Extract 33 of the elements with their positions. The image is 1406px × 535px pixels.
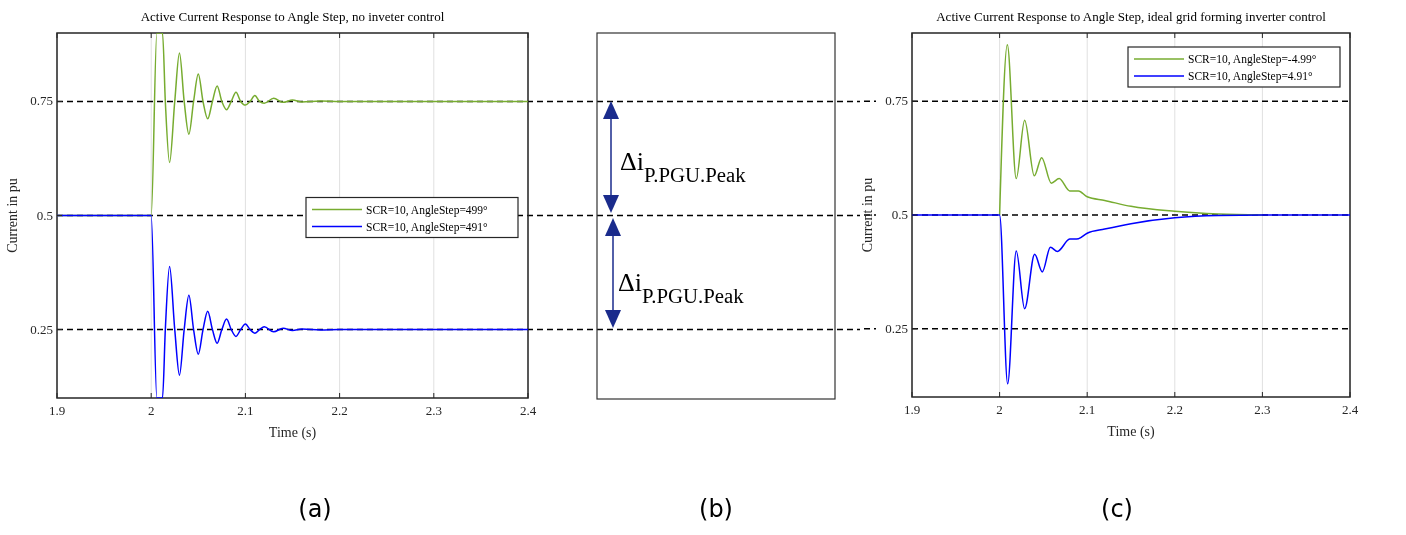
y-axis-title: Current in pu bbox=[5, 178, 20, 253]
x-tick-label: 1.9 bbox=[48, 403, 66, 418]
text: Δi$_{P.PGU.Peak}$ bbox=[618, 268, 745, 307]
y-tick-label: 0.75 bbox=[30, 93, 53, 109]
legend-label: SCR=10, AngleStep=-4.99° bbox=[1188, 53, 1317, 66]
x-tick-label: 2.4 bbox=[519, 403, 537, 418]
x-tick-label: 1.9 bbox=[903, 402, 921, 417]
x-tick-label: 2.2 bbox=[1166, 402, 1183, 417]
y-tick-label: 0.75 bbox=[885, 93, 908, 109]
x-tick-label: 2.3 bbox=[1254, 402, 1271, 417]
legend-label: SCR=10, AngleStep=491° bbox=[366, 220, 489, 234]
x-axis-title: Time (s) bbox=[268, 425, 317, 441]
legend-label: SCR=10, AngleStep=4.91° bbox=[1188, 70, 1313, 83]
chart-title: Active Current Response to Angle Step, ideal grid forming inverter control bbox=[936, 9, 1327, 24]
x-tick-label: 2.3 bbox=[425, 403, 442, 418]
y-axis-title: Current in pu bbox=[860, 177, 875, 253]
x-tick-label: 2.1 bbox=[237, 403, 254, 418]
text: Δi$_{P.PGU.Peak}$ bbox=[620, 147, 747, 186]
x-tick-label: 2.4 bbox=[1341, 402, 1359, 417]
text: (b) bbox=[699, 495, 733, 523]
y-tick-label: 0.25 bbox=[30, 321, 53, 337]
text: (c) bbox=[1101, 495, 1133, 523]
x-axis-title: Time (s) bbox=[1107, 424, 1155, 440]
y-tick-label: 0.25 bbox=[885, 320, 908, 336]
y-tick-label: 0.5 bbox=[36, 207, 53, 223]
y-tick-label: 0.5 bbox=[891, 207, 908, 222]
chart-title: Active Current Response to Angle Step, no inveter control bbox=[140, 9, 445, 24]
x-tick-label: 2 bbox=[996, 402, 1003, 417]
legend-label: SCR=10, AngleStep=499° bbox=[366, 203, 489, 217]
x-tick-label: 2 bbox=[147, 403, 155, 418]
x-tick-label: 2.2 bbox=[331, 403, 348, 418]
text: (a) bbox=[298, 495, 332, 523]
x-tick-label: 2.1 bbox=[1079, 402, 1096, 417]
